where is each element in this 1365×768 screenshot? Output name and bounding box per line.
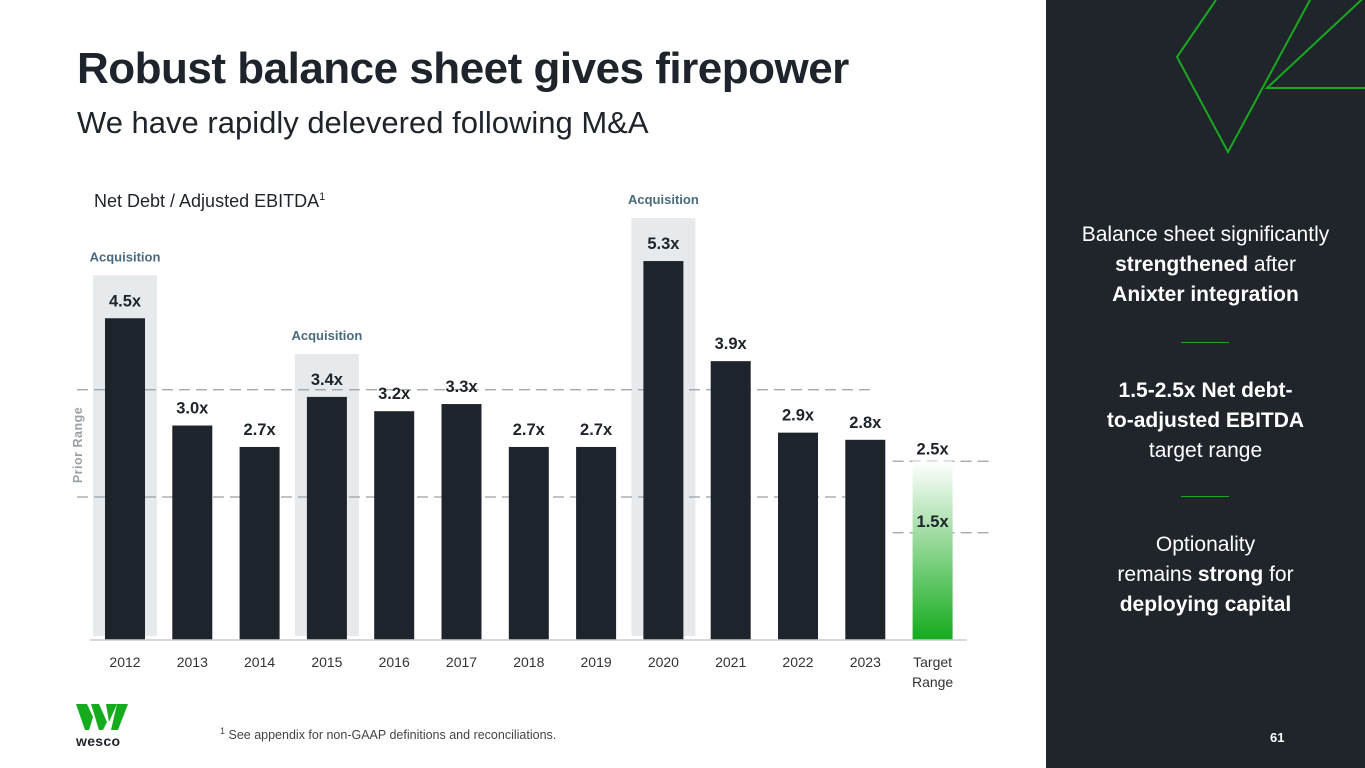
value-label-2012: 4.5x xyxy=(109,292,142,310)
point3-pre: remains xyxy=(1117,563,1198,586)
footnote-marker: 1 xyxy=(220,726,226,736)
bar-2017 xyxy=(441,404,482,640)
sidebar-point-3: Optionality remains strong for deploying… xyxy=(1046,530,1365,620)
leverage-bar-chart: Net Debt / Adjusted EBITDA1 Acquisition A… xyxy=(71,191,991,690)
value-label-2021: 3.9x xyxy=(715,335,748,353)
bar-2019 xyxy=(576,446,617,640)
point3-line2: remains strong for xyxy=(1046,560,1365,590)
chart-title: Net Debt / Adjusted EBITDA1 xyxy=(94,191,325,211)
chart-title-text: Net Debt / Adjusted EBITDA xyxy=(94,191,319,211)
sidebar-divider-2 xyxy=(1181,496,1229,497)
sidebar-point-1: Balance sheet significantly strengthened… xyxy=(1046,220,1365,310)
sidebar-divider-1 xyxy=(1181,342,1229,343)
wesco-logo-mark xyxy=(76,704,128,730)
footnote-text: See appendix for non-GAAP definitions an… xyxy=(225,728,557,743)
bar-2015 xyxy=(306,396,347,640)
point2-line2: to-adjusted EBITDA xyxy=(1046,406,1365,436)
acquisition-label-2015: Acquisition xyxy=(292,328,363,343)
value-label-2017: 3.3x xyxy=(445,378,478,396)
point2-line3: target range xyxy=(1148,439,1263,462)
bar-2023 xyxy=(845,439,886,640)
bar-target-range xyxy=(912,461,953,640)
chart-title-superscript: 1 xyxy=(319,191,325,203)
footnote: 1 See appendix for non-GAAP definitions … xyxy=(220,726,556,742)
point3-line1: Optionality xyxy=(1155,533,1256,556)
x-tick-target-range: Target Range xyxy=(912,654,953,690)
wesco-logo: wesco xyxy=(76,704,128,749)
acquisition-label-2012: Acquisition xyxy=(90,249,161,264)
point3-strong3: deploying capital xyxy=(1119,593,1292,616)
point3-strong: strong xyxy=(1197,563,1264,586)
point3-line3: deploying capital xyxy=(1046,590,1365,620)
bars-group xyxy=(105,261,953,640)
point2-strong2: to-adjusted EBITDA xyxy=(1106,409,1305,432)
x-tick-2022: 2022 xyxy=(782,654,813,670)
bar-2014 xyxy=(239,446,280,640)
x-tick-2017: 2017 xyxy=(446,654,477,670)
x-tick-2018: 2018 xyxy=(513,654,544,670)
prior-range-label: Prior Range xyxy=(71,407,85,483)
x-tick-2012: 2012 xyxy=(109,654,140,670)
value-label-2020: 5.3x xyxy=(647,235,680,253)
x-tick-2015: 2015 xyxy=(311,654,342,670)
bar-2021 xyxy=(710,361,751,640)
value-label-2019: 2.7x xyxy=(580,421,613,439)
point1-line1: Balance sheet significantly xyxy=(1081,223,1330,246)
target-high-label: 2.5x xyxy=(917,440,950,458)
bar-2012 xyxy=(105,318,145,640)
x-tick-2023: 2023 xyxy=(850,654,881,670)
value-label-2023: 2.8x xyxy=(849,414,882,432)
value-label-2022: 2.9x xyxy=(782,407,815,425)
bar-2020 xyxy=(643,261,684,640)
point2-line1: 1.5-2.5x Net debt- xyxy=(1046,376,1365,406)
bar-2018 xyxy=(508,446,549,640)
slide-title: Robust balance sheet gives firepower xyxy=(77,44,849,93)
sidebar-point-2: 1.5-2.5x Net debt- to-adjusted EBITDA ta… xyxy=(1046,376,1365,466)
x-tick-2016: 2016 xyxy=(379,654,410,670)
bar-2016 xyxy=(374,411,415,640)
x-tick-2013: 2013 xyxy=(177,654,208,670)
x-tick-2021: 2021 xyxy=(715,654,746,670)
value-label-2015: 3.4x xyxy=(311,371,344,389)
x-tick-2019: 2019 xyxy=(581,654,612,670)
x-tick-2020: 2020 xyxy=(648,654,679,670)
target-low-label: 1.5x xyxy=(917,513,950,531)
acquisition-label-2020: Acquisition xyxy=(628,192,699,207)
x-tick-2014: 2014 xyxy=(244,654,275,670)
point1-line3: Anixter integration xyxy=(1046,280,1365,310)
logo-wordmark: wesco xyxy=(76,733,121,749)
value-label-2016: 3.2x xyxy=(378,385,411,403)
value-label-2013: 3.0x xyxy=(176,400,209,418)
decorative-outline-shape xyxy=(1175,0,1365,155)
page-number: 61 xyxy=(1270,730,1285,745)
point1-after: after xyxy=(1248,253,1296,276)
point2-strong1: 1.5-2.5x Net debt- xyxy=(1118,379,1293,402)
slide-subtitle: We have rapidly delevered following M&A xyxy=(77,105,649,140)
value-label-2014: 2.7x xyxy=(244,421,277,439)
point3-post: for xyxy=(1263,563,1294,586)
point1-line2: strengthened after xyxy=(1046,250,1365,280)
point1-strong1: strengthened xyxy=(1115,253,1249,276)
bar-2022 xyxy=(778,432,818,640)
x-axis: 2012 2013 2014 2015 2016 2017 2018 2019 2020 2021… xyxy=(90,639,967,690)
value-labels-group: 4.5x 3.0x 2.7x 3.4x 3.2x 3.3x 2.7x 2.7x 5.3x 3.9x… xyxy=(109,235,950,531)
sidebar-panel: Balance sheet significantly strengthened… xyxy=(1046,0,1365,768)
point1-strong2: Anixter integration xyxy=(1112,283,1299,306)
value-label-2018: 2.7x xyxy=(513,421,546,439)
bar-2013 xyxy=(172,425,213,640)
